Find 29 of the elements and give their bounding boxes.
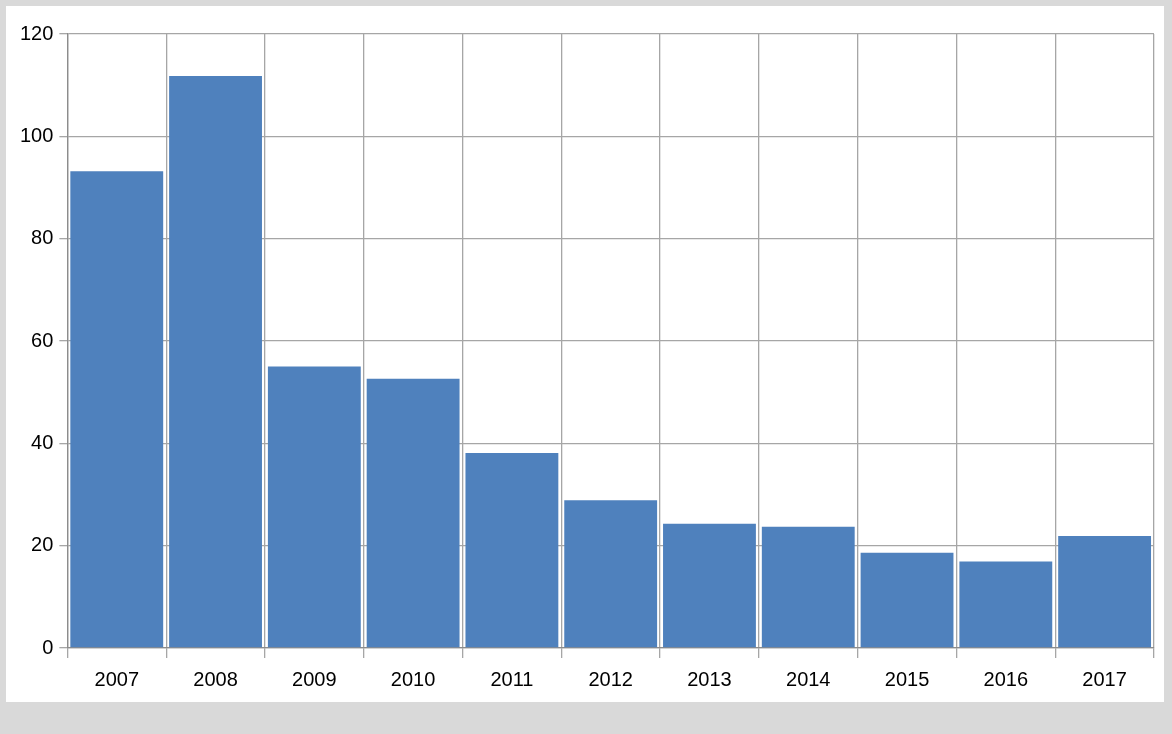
x-tick-label: 2013 bbox=[687, 667, 732, 690]
x-tick-label: 2014 bbox=[786, 667, 831, 690]
y-tick-label: 20 bbox=[31, 533, 54, 556]
bar bbox=[959, 561, 1053, 648]
y-tick-label: 0 bbox=[42, 635, 54, 658]
bar bbox=[267, 366, 361, 648]
y-tick-label: 60 bbox=[31, 328, 54, 351]
x-tick-label: 2011 bbox=[490, 667, 534, 690]
bar bbox=[761, 526, 855, 648]
bar bbox=[663, 523, 756, 648]
x-tick-label: 2007 bbox=[94, 667, 140, 690]
x-tick-label: 2010 bbox=[390, 667, 436, 690]
bar bbox=[70, 171, 164, 648]
y-tick-label: 120 bbox=[19, 21, 54, 44]
y-tick-label: 80 bbox=[31, 226, 54, 249]
bar bbox=[564, 500, 658, 648]
bar bbox=[366, 378, 460, 648]
y-tick-label: 100 bbox=[19, 123, 54, 146]
x-tick-label: 2015 bbox=[884, 667, 930, 690]
x-tick-label: 2017 bbox=[1082, 667, 1127, 690]
bar bbox=[1058, 535, 1152, 648]
x-tick-label: 2008 bbox=[193, 667, 238, 690]
bar bbox=[169, 75, 262, 648]
x-tick-label: 2009 bbox=[292, 667, 337, 690]
bar bbox=[465, 453, 559, 648]
bar bbox=[860, 552, 954, 648]
y-tick-label: 40 bbox=[31, 430, 54, 453]
x-tick-label: 2016 bbox=[983, 667, 1029, 690]
x-tick-label: 2012 bbox=[588, 667, 633, 690]
